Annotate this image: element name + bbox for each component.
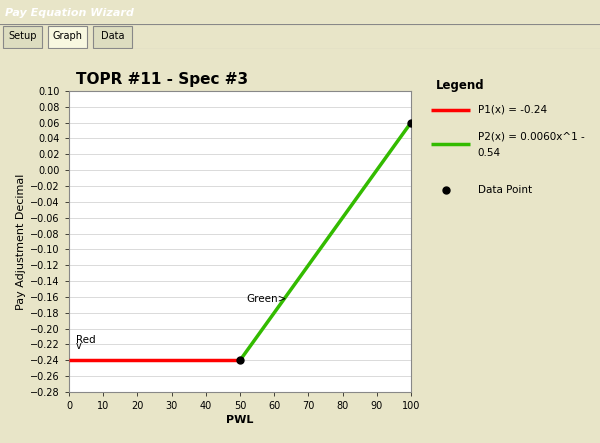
Bar [48, 26, 87, 47]
Text: Setup: Setup [8, 31, 37, 41]
Text: v: v [76, 341, 82, 351]
Text: Data Point: Data Point [478, 186, 532, 195]
Text: Graph: Graph [53, 31, 83, 41]
X-axis label: PWL: PWL [226, 415, 254, 425]
Text: P1(x) = -0.24: P1(x) = -0.24 [478, 105, 547, 115]
Bar [93, 26, 132, 47]
Text: Data: Data [101, 31, 124, 41]
Text: P2(x) = 0.0060x^1 -: P2(x) = 0.0060x^1 - [478, 131, 584, 141]
Text: Red: Red [76, 335, 95, 345]
Text: Pay Equation Wizard: Pay Equation Wizard [5, 8, 134, 19]
Bar [3, 26, 42, 47]
Text: TOPR #11 - Spec #3: TOPR #11 - Spec #3 [76, 72, 248, 87]
Text: 0.54: 0.54 [478, 148, 501, 158]
Y-axis label: Pay Adjustment Decimal: Pay Adjustment Decimal [16, 173, 26, 310]
Text: Legend: Legend [436, 79, 484, 92]
Text: Green>: Green> [247, 294, 287, 304]
